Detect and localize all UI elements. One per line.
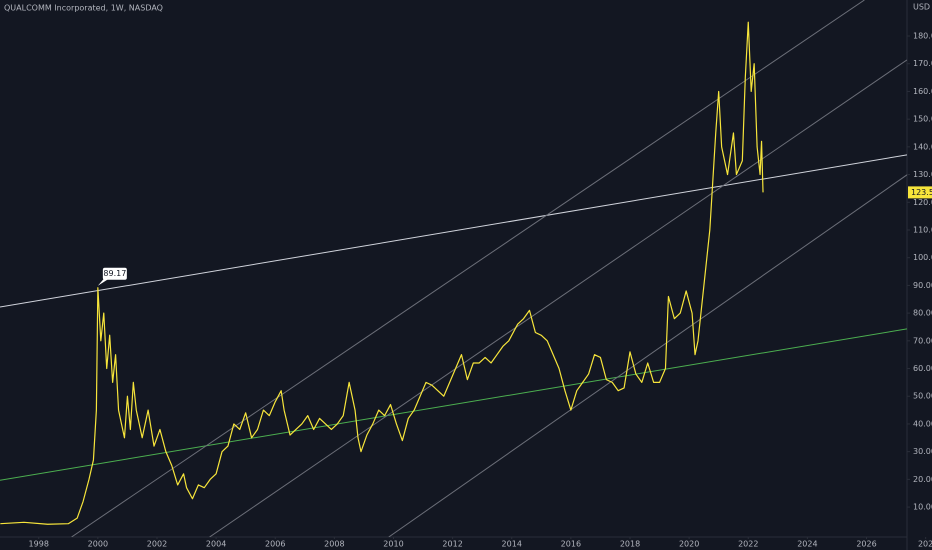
y-tick-label: 120.00 xyxy=(913,198,932,207)
chart-title: QUALCOMM Incorporated, 1W, NASDAQ xyxy=(4,4,163,13)
x-tick-label: 2006 xyxy=(265,540,285,549)
x-tick-label: 2024 xyxy=(797,540,817,549)
y-tick-label: 100.00 xyxy=(913,253,932,262)
y-tick-label: 90.00 xyxy=(913,281,932,290)
y-tick-label: 150.00 xyxy=(913,115,932,124)
y-tick-label: 50.00 xyxy=(913,392,932,401)
x-tick-label: 2014 xyxy=(502,540,522,549)
trend-line xyxy=(388,174,907,537)
x-tick-label: 2002 xyxy=(147,540,167,549)
y-tick-label: 20.00 xyxy=(913,475,932,484)
x-tick-label: 2000 xyxy=(88,540,108,549)
x-tick-label: 2026 xyxy=(856,540,876,549)
trend-line xyxy=(71,0,865,537)
annotation-label: 89.17 xyxy=(103,269,126,278)
x-tick-label: 2022 xyxy=(738,540,758,549)
annotation-pointer xyxy=(97,278,109,286)
last-price-tag xyxy=(908,186,932,199)
y-tick-label: 130.00 xyxy=(913,170,932,179)
x-tick-label: 1998 xyxy=(29,540,49,549)
x-tick-label: 2018 xyxy=(620,540,640,549)
x-tick-label: 2010 xyxy=(383,540,403,549)
y-axis-label: USD xyxy=(913,3,930,12)
x-tick-label: 2016 xyxy=(561,540,581,549)
y-tick-label: 70.00 xyxy=(913,336,932,345)
y-tick-label: 80.00 xyxy=(913,309,932,318)
annotation-box xyxy=(102,267,127,280)
y-tick-label: 180.00 xyxy=(913,32,932,41)
x-tick-label: 202 xyxy=(918,540,932,549)
y-tick-label: 110.00 xyxy=(913,225,932,234)
trend-line xyxy=(0,328,907,481)
y-tick-label: 140.00 xyxy=(913,142,932,151)
x-tick-label: 2004 xyxy=(206,540,226,549)
y-tick-label: 40.00 xyxy=(913,419,932,428)
last-price-label: 123.57 xyxy=(911,188,932,197)
y-tick-label: 170.00 xyxy=(913,59,932,68)
x-tick-label: 2020 xyxy=(679,540,699,549)
trend-line xyxy=(0,154,907,308)
y-tick-label: 30.00 xyxy=(913,447,932,456)
trend-line xyxy=(209,59,907,537)
price-line xyxy=(0,21,764,525)
y-tick-label: 10.00 xyxy=(913,503,932,512)
y-tick-label: 60.00 xyxy=(913,364,932,373)
x-tick-label: 2008 xyxy=(324,540,344,549)
y-tick-label: 160.00 xyxy=(913,87,932,96)
x-tick-label: 2012 xyxy=(442,540,462,549)
